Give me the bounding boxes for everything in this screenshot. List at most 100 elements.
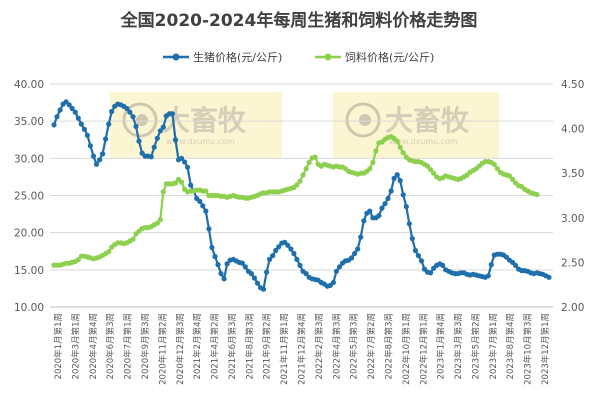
data-point bbox=[206, 226, 212, 232]
data-point bbox=[224, 261, 230, 267]
data-point bbox=[182, 159, 188, 165]
data-point bbox=[403, 204, 409, 210]
x-tick-label: 2022年8月第3周 bbox=[384, 313, 395, 379]
data-point bbox=[428, 167, 434, 173]
x-tick-label: 2022年5月第3周 bbox=[349, 313, 360, 379]
data-point bbox=[440, 262, 446, 268]
y-left-tick-label: 20.00 bbox=[14, 228, 44, 240]
x-tick-label: 2022年7月第2周 bbox=[366, 313, 377, 379]
data-point bbox=[412, 247, 418, 254]
data-point bbox=[157, 128, 163, 134]
data-point bbox=[355, 246, 361, 252]
data-point bbox=[84, 132, 90, 138]
data-point bbox=[513, 262, 519, 268]
data-point bbox=[87, 143, 93, 149]
data-point bbox=[124, 105, 130, 112]
data-point bbox=[394, 138, 400, 144]
data-point bbox=[172, 137, 179, 143]
data-point bbox=[297, 262, 303, 268]
data-point bbox=[209, 244, 215, 251]
data-point bbox=[103, 136, 109, 142]
data-point bbox=[376, 213, 382, 219]
data-point bbox=[333, 268, 339, 274]
data-point bbox=[300, 172, 306, 178]
series-feed-price bbox=[51, 134, 540, 268]
data-point bbox=[367, 208, 373, 214]
data-point bbox=[106, 249, 112, 255]
watermark-logo-dot bbox=[359, 114, 371, 126]
legend-label: 饲料价格(元/公斤) bbox=[345, 50, 434, 64]
data-point bbox=[394, 172, 400, 178]
data-point bbox=[382, 201, 388, 207]
watermark-logo-dot bbox=[136, 114, 148, 126]
data-point bbox=[81, 126, 87, 132]
data-point bbox=[288, 246, 294, 252]
x-tick-label: 2020年3月第1周 bbox=[70, 313, 81, 379]
x-tick-label: 2021年6月第3周 bbox=[227, 313, 238, 379]
data-point bbox=[415, 253, 421, 259]
x-tick-label: 2021年9月第2周 bbox=[262, 313, 273, 379]
data-point bbox=[534, 192, 540, 198]
data-point bbox=[254, 280, 261, 286]
data-point bbox=[270, 253, 276, 259]
data-point bbox=[370, 159, 376, 166]
x-tick-label: 2023年1月第4周 bbox=[436, 313, 447, 379]
y-right-tick-label: 4.50 bbox=[561, 79, 584, 91]
x-tick-label: 2020年11月第2周 bbox=[157, 313, 168, 385]
data-point bbox=[57, 107, 63, 113]
data-point bbox=[157, 217, 163, 223]
data-point bbox=[358, 234, 364, 240]
data-point bbox=[379, 205, 385, 211]
legend-marker bbox=[172, 53, 180, 61]
y-right-tick-label: 2.50 bbox=[561, 257, 584, 269]
x-tick-label: 2021年8月第3周 bbox=[244, 313, 255, 379]
data-point bbox=[160, 189, 166, 195]
data-point bbox=[276, 244, 282, 250]
x-tick-label: 2020年9月第3周 bbox=[140, 313, 151, 379]
watermark-brand-text: 大畜牧 bbox=[162, 104, 247, 137]
data-point bbox=[133, 123, 139, 129]
data-point bbox=[397, 144, 403, 150]
data-point bbox=[242, 264, 248, 270]
data-point bbox=[485, 273, 491, 279]
y-left-tick-label: 35.00 bbox=[14, 116, 44, 128]
series-hog-price bbox=[51, 99, 552, 292]
data-point bbox=[361, 218, 367, 224]
x-tick-label: 2022年4月第3周 bbox=[331, 313, 342, 379]
legend-marker bbox=[324, 53, 332, 61]
x-tick-label: 2022年2月第3周 bbox=[314, 313, 325, 379]
data-point bbox=[248, 271, 254, 277]
data-point bbox=[273, 247, 279, 254]
data-point bbox=[69, 105, 75, 112]
data-point bbox=[136, 138, 142, 144]
data-point bbox=[428, 270, 434, 276]
data-point bbox=[391, 175, 397, 181]
x-tick-label: 2020年7月第1周 bbox=[123, 313, 134, 379]
data-point bbox=[264, 269, 270, 275]
data-point bbox=[185, 164, 191, 170]
data-point bbox=[506, 173, 513, 179]
data-point bbox=[109, 108, 115, 115]
data-point bbox=[197, 198, 203, 204]
data-point bbox=[54, 114, 60, 120]
data-point bbox=[90, 153, 97, 159]
data-point bbox=[267, 256, 273, 262]
x-tick-label: 2021年12月第4周 bbox=[297, 313, 308, 385]
data-point bbox=[406, 221, 412, 227]
data-point bbox=[154, 135, 160, 141]
data-point bbox=[297, 178, 303, 184]
y-right-tick-label: 4.00 bbox=[561, 124, 584, 136]
data-point bbox=[188, 182, 194, 188]
x-tick-label: 2020年6月第3周 bbox=[105, 313, 116, 379]
data-point bbox=[488, 262, 494, 268]
data-point bbox=[66, 102, 72, 108]
data-point bbox=[509, 176, 516, 182]
x-tick-label: 2023年10月第3周 bbox=[523, 313, 534, 385]
x-tick-label: 2020年4月第4周 bbox=[88, 313, 99, 379]
y-right-tick-label: 3.00 bbox=[561, 213, 584, 225]
data-point bbox=[151, 144, 157, 150]
data-point bbox=[75, 257, 81, 263]
